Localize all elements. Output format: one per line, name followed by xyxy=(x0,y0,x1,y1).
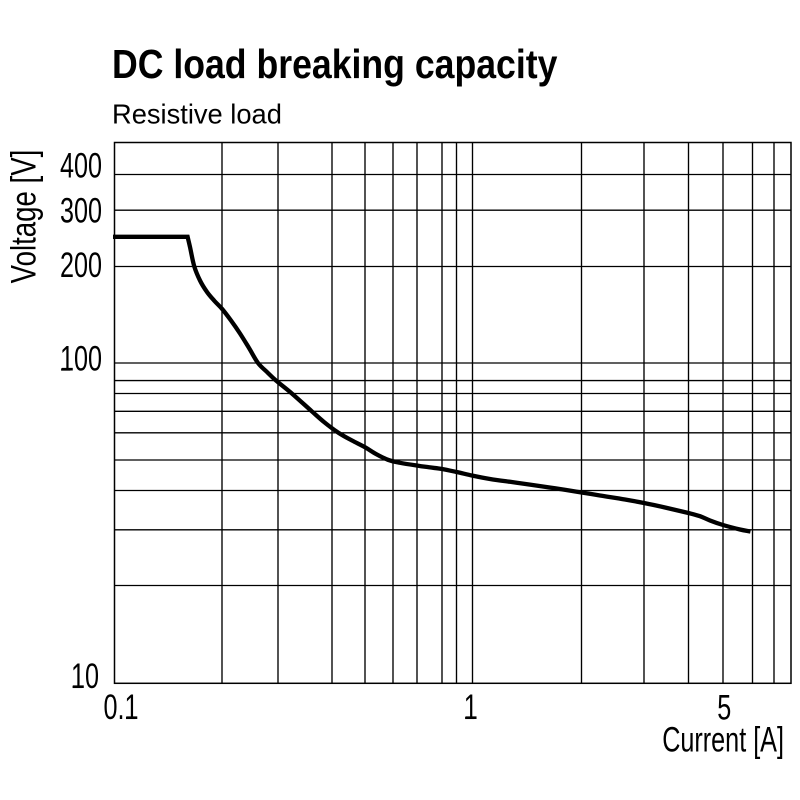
svg-text:400: 400 xyxy=(60,147,102,186)
svg-text:DC load breaking capacity: DC load breaking capacity xyxy=(112,42,558,88)
svg-text:1: 1 xyxy=(464,688,478,727)
svg-text:200: 200 xyxy=(60,246,102,285)
svg-text:5: 5 xyxy=(717,689,731,728)
svg-text:10: 10 xyxy=(71,657,99,696)
svg-text:Current [A]: Current [A] xyxy=(662,721,784,760)
svg-text:Voltage [V]: Voltage [V] xyxy=(3,150,43,284)
svg-text:100: 100 xyxy=(60,340,102,379)
svg-text:0.1: 0.1 xyxy=(103,688,138,727)
svg-text:300: 300 xyxy=(60,191,102,230)
svg-text:Resistive load: Resistive load xyxy=(112,98,282,129)
